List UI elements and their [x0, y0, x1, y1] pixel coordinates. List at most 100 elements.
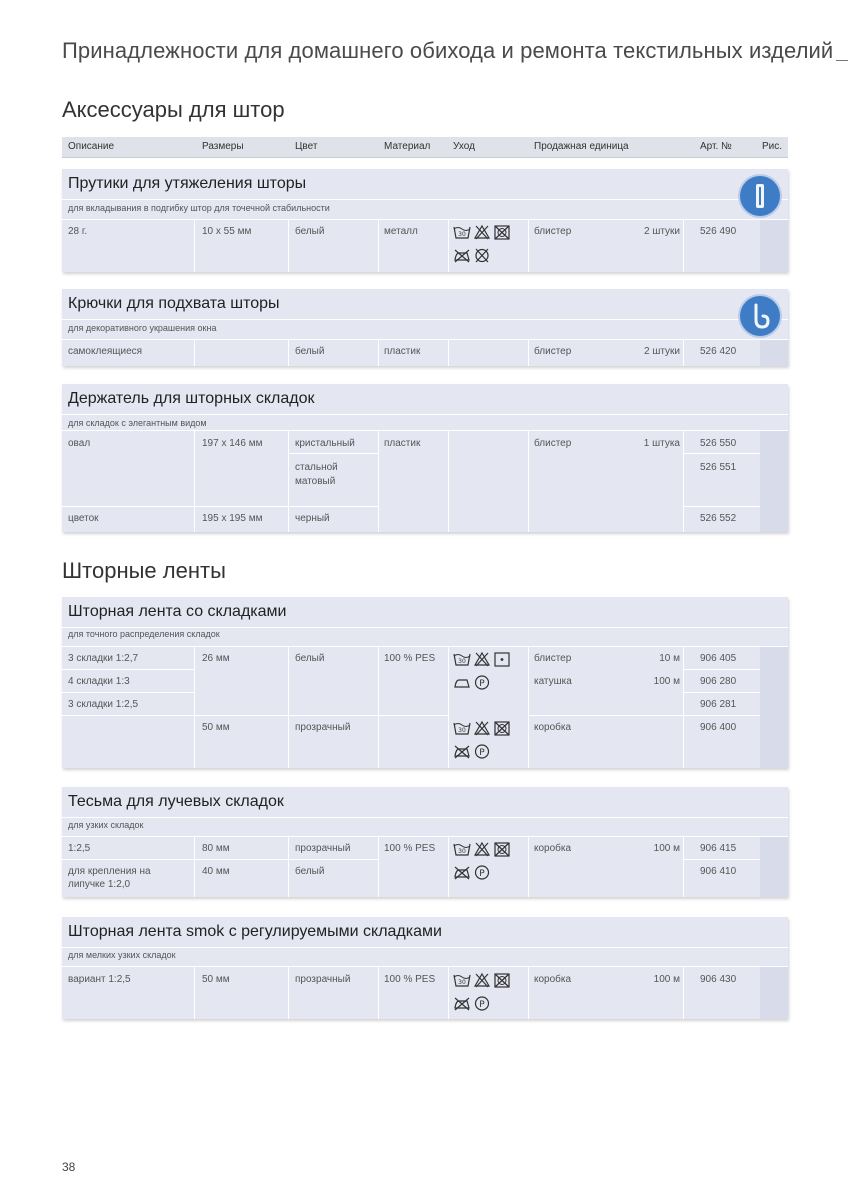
block-title: Держатель для шторных складок: [68, 390, 315, 407]
row-art: 526 550: [700, 438, 737, 449]
row-color: белый: [295, 226, 325, 237]
block-subtitle: для декоративного украшения окна: [68, 323, 217, 333]
row-art: 906 281: [700, 699, 737, 710]
care-symbols-3: 30: [453, 719, 511, 737]
care-symbols-2: P: [453, 863, 491, 881]
no-tumble-dry-icon: [494, 721, 510, 736]
row-art: 526 551: [700, 462, 737, 473]
row-color: кристальный: [295, 438, 355, 449]
care-symbols-4: P: [453, 742, 491, 760]
dryclean-p-icon: P: [474, 996, 490, 1011]
wash-30-icon: 30: [453, 226, 471, 239]
block-title: Шторная лента со складками: [68, 603, 287, 620]
header-dash: [836, 60, 848, 61]
row-material: металл: [384, 226, 418, 237]
row-unit: коробка: [534, 722, 572, 733]
svg-text:30: 30: [458, 727, 466, 734]
block-subtitle: для узких складок: [68, 820, 144, 830]
no-bleach-icon: [473, 720, 491, 736]
col-sales-unit: Продажная единица: [534, 141, 629, 152]
col-color: Цвет: [295, 141, 318, 152]
care-symbols: 30: [453, 223, 511, 241]
col-size: Размеры: [202, 141, 244, 152]
row-size: 40 мм: [202, 866, 230, 877]
row-material: 100 % PES: [384, 843, 436, 854]
product-block-pleat-tape: Шторная лента со складками для точного р…: [62, 597, 788, 768]
row-art: 906 415: [700, 843, 737, 854]
svg-text:P: P: [479, 748, 485, 758]
care-symbols: 30: [453, 840, 511, 858]
care-symbols-2: [453, 246, 491, 264]
product-block-smok-tape: Шторная лента smok с регулируемыми склад…: [62, 917, 788, 1019]
hook-icon: [740, 296, 780, 336]
row-unit: блистер: [534, 226, 572, 237]
row-qty: 2 штуки: [643, 346, 680, 357]
row-desc: овал: [68, 438, 91, 449]
no-bleach-icon: [473, 651, 491, 667]
row-size: 197 x 146 мм: [202, 438, 263, 449]
row-size: 195 x 195 мм: [202, 513, 263, 524]
section-title-accessories: Аксессуары для штор: [62, 97, 285, 122]
row-qty: 1 штука: [643, 438, 680, 449]
column-header: Описание Размеры Цвет Материал Уход Прод…: [62, 137, 788, 158]
care-symbols-2: P: [453, 673, 491, 691]
row-material: пластик: [384, 346, 421, 357]
no-bleach-icon: [473, 841, 491, 857]
no-bleach-icon: [473, 224, 491, 240]
row-art: 906 430: [700, 974, 737, 985]
no-tumble-dry-icon: [494, 225, 510, 240]
row-size: 10 x 55 мм: [202, 226, 252, 237]
no-iron-icon: [454, 745, 470, 759]
row-unit: коробка: [534, 843, 572, 854]
row-unit: катушка: [534, 676, 572, 687]
dryclean-p-icon: P: [474, 675, 490, 690]
no-tumble-dry-icon: [494, 842, 510, 857]
row-unit: блистер: [534, 653, 572, 664]
care-symbols: 30: [453, 650, 511, 668]
row-color: прозрачный: [295, 843, 351, 854]
row-art: 906 405: [700, 653, 737, 664]
no-iron-icon: [454, 866, 470, 880]
row-unit: коробка: [534, 974, 572, 985]
row-desc: 3 складки 1:2,7: [68, 653, 139, 664]
svg-text:P: P: [479, 869, 485, 879]
block-subtitle: для складок с элегантным видом: [68, 418, 207, 428]
curtain-weight-icon: [740, 176, 780, 216]
dryclean-p-icon: P: [474, 865, 490, 880]
product-block-curtain-weights: Прутики для утяжеления шторы для вкладыв…: [62, 169, 788, 272]
row-size: 80 мм: [202, 843, 230, 854]
row-desc: для крепления на: [68, 866, 151, 877]
row-size: 26 мм: [202, 653, 230, 664]
row-qty: 2 штуки: [643, 226, 680, 237]
col-art-no: Арт. №: [700, 141, 732, 152]
row-desc: 3 складки 1:2,5: [68, 699, 139, 710]
no-iron-icon: [454, 997, 470, 1011]
col-description: Описание: [68, 141, 115, 152]
row-desc: цветок: [68, 513, 99, 524]
care-symbols-2: P: [453, 994, 491, 1012]
row-unit: блистер: [534, 438, 572, 449]
row-color: черный: [295, 513, 330, 524]
row-unit: блистер: [534, 346, 572, 357]
dryclean-p-icon: P: [474, 744, 490, 759]
svg-text:P: P: [479, 679, 485, 689]
row-color: прозрачный: [295, 722, 351, 733]
svg-text:30: 30: [458, 658, 466, 665]
row-size: 50 мм: [202, 722, 230, 733]
row-material: пластик: [384, 438, 421, 449]
row-color: прозрачный: [295, 974, 351, 985]
row-qty: 100 м: [653, 974, 680, 985]
block-title: Прутики для утяжеления шторы: [68, 175, 307, 192]
row-material: 100 % PES: [384, 653, 436, 664]
col-care: Уход: [453, 141, 475, 152]
block-subtitle: для вкладывания в подгибку штор для точе…: [68, 203, 330, 213]
row-qty: 100 м: [653, 676, 680, 687]
row-material: 100 % PES: [384, 974, 436, 985]
wash-30-icon: 30: [453, 843, 471, 856]
row-size: 50 мм: [202, 974, 230, 985]
row-desc: вариант 1:2,5: [68, 974, 131, 985]
row-art: 906 400: [700, 722, 737, 733]
svg-text:30: 30: [458, 979, 466, 986]
tumble-low-icon: [494, 652, 510, 667]
page-header: Принадлежности для домашнего обихода и р…: [62, 38, 834, 63]
